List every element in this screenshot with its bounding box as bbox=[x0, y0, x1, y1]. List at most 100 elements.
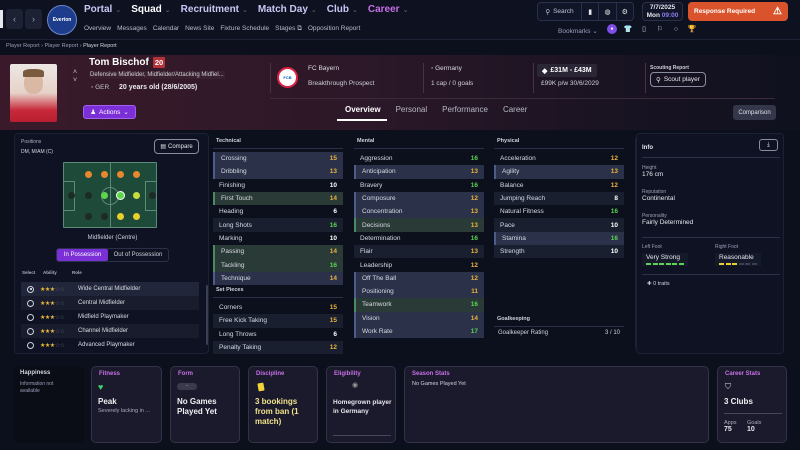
radio-button[interactable] bbox=[27, 341, 34, 349]
career-stats-card[interactable]: Career Stats ⛉ 3 Clubs Apps 75 Goals 10 bbox=[717, 366, 787, 443]
position-dot[interactable] bbox=[117, 213, 124, 220]
attr-off-the-ball[interactable]: Off The Ball 12 bbox=[354, 271, 484, 285]
role-row[interactable]: ★★★☆☆ Advanced Playmaker bbox=[21, 338, 199, 352]
attr-penalty-taking[interactable]: Penalty Taking 12 bbox=[213, 340, 343, 355]
form-card[interactable]: Form - No Games Played Yet bbox=[170, 366, 240, 443]
subnav-messages[interactable]: Messages bbox=[117, 25, 147, 32]
breadcrumb-item[interactable]: Player Report bbox=[6, 43, 40, 49]
attr-aggression[interactable]: Aggression 16 bbox=[360, 155, 478, 163]
attr-acceleration[interactable]: Acceleration 12 bbox=[500, 155, 618, 163]
in-possession-toggle[interactable]: In Possession bbox=[57, 249, 108, 261]
position-dot-selected[interactable] bbox=[116, 191, 125, 200]
position-dot[interactable] bbox=[117, 171, 124, 178]
attr-stamina[interactable]: Stamina 16 bbox=[494, 231, 624, 246]
position-dot[interactable] bbox=[133, 213, 140, 220]
subnav-opposition-report[interactable]: Opposition Report bbox=[307, 25, 361, 32]
attr-agility[interactable]: Agility 13 bbox=[494, 165, 624, 179]
attr-marking[interactable]: Marking 10 bbox=[219, 234, 337, 242]
role-row[interactable]: ★★★☆☆ Central Midfielder bbox=[21, 296, 199, 310]
attr-first-touch[interactable]: First Touch 14 bbox=[213, 191, 343, 206]
nav-club[interactable]: Club ⌄ bbox=[326, 4, 358, 15]
attr-crossing[interactable]: Crossing 15 bbox=[213, 152, 343, 166]
nav-squad[interactable]: Squad ⌄ bbox=[131, 4, 171, 15]
club-crest[interactable]: Everton bbox=[47, 5, 77, 35]
position-dot[interactable] bbox=[101, 213, 108, 220]
attr-long-shots[interactable]: Long Shots 16 bbox=[213, 218, 343, 232]
position-dot[interactable] bbox=[68, 192, 75, 199]
attr-work-rate[interactable]: Work Rate 17 bbox=[354, 324, 484, 339]
comparison-button[interactable]: Comparison bbox=[733, 105, 776, 120]
compare-button[interactable]: ▤ Compare bbox=[154, 139, 199, 154]
subnav-overview[interactable]: Overview bbox=[84, 25, 112, 32]
position-dot[interactable] bbox=[149, 192, 156, 199]
bookmarks-dropdown[interactable]: Bookmarks ⌄ bbox=[558, 28, 598, 35]
nav-career[interactable]: Career ⌄ bbox=[367, 4, 409, 15]
attr-anticipation[interactable]: Anticipation 13 bbox=[354, 165, 484, 179]
happiness-card[interactable]: Happiness Information not available bbox=[14, 366, 84, 443]
attr-composure[interactable]: Composure 12 bbox=[354, 191, 484, 206]
game-date[interactable]: 7/7/2025 Mon 09:00 bbox=[642, 2, 683, 21]
breadcrumb-item[interactable]: Player Report bbox=[44, 43, 79, 49]
eligibility-card[interactable]: Eligibility ◉ Homegrown player in German… bbox=[326, 366, 396, 443]
bookmark-button[interactable]: ▮ bbox=[582, 3, 600, 20]
role-row[interactable]: ★★★☆☆ Midfield Playmaker bbox=[21, 310, 199, 324]
position-dot[interactable] bbox=[85, 192, 92, 199]
clipboard-icon[interactable]: ▯ bbox=[642, 26, 646, 33]
radio-button[interactable] bbox=[27, 313, 34, 321]
position-dot[interactable] bbox=[133, 192, 140, 199]
tab-career[interactable]: Career bbox=[502, 105, 528, 114]
attr-finishing[interactable]: Finishing 10 bbox=[219, 181, 337, 189]
tab-performance[interactable]: Performance bbox=[442, 105, 488, 114]
attr-vision[interactable]: Vision 14 bbox=[354, 311, 484, 325]
attr-natural-fitness[interactable]: Natural Fitness 16 bbox=[500, 208, 618, 216]
attr-dribbling[interactable]: Dribbling 13 bbox=[213, 165, 343, 179]
chevron-down-icon[interactable]: ˅ bbox=[73, 77, 78, 84]
position-dot[interactable] bbox=[133, 171, 140, 178]
attr-technique[interactable]: Technique 14 bbox=[213, 271, 343, 285]
role-row[interactable]: ★★★☆☆ Channel Midfielder bbox=[21, 324, 199, 338]
attr-pace[interactable]: Pace 10 bbox=[494, 218, 624, 232]
attr-leadership[interactable]: Leadership 12 bbox=[360, 261, 478, 269]
refresh-icon[interactable]: ○ bbox=[673, 25, 679, 33]
attr-determination[interactable]: Determination 16 bbox=[360, 234, 478, 242]
traits-button[interactable]: ✚ 0 traits bbox=[647, 281, 670, 287]
attr-passing[interactable]: Passing 14 bbox=[213, 245, 343, 259]
sidebar-handle[interactable] bbox=[0, 10, 3, 28]
search-button[interactable]: ⚲ Search bbox=[538, 3, 582, 20]
hierarchy-icon[interactable]: ⚐ bbox=[656, 26, 664, 33]
subnav-fixture-schedule[interactable]: Fixture Schedule bbox=[220, 25, 270, 32]
subnav-news-site[interactable]: News Site bbox=[185, 25, 215, 32]
radio-button[interactable] bbox=[27, 299, 34, 307]
role-row[interactable]: ★★★☆☆ Wide Central Midfielder bbox=[21, 282, 199, 296]
info-download-button[interactable]: ⤓ bbox=[759, 139, 778, 151]
radio-button[interactable] bbox=[27, 285, 34, 293]
attr-corners[interactable]: Corners 15 bbox=[219, 304, 337, 312]
trophy-icon[interactable]: 🏆 bbox=[687, 26, 697, 33]
chevron-up-icon[interactable]: ˄ bbox=[73, 69, 78, 76]
scout-player-button[interactable]: ⚲ Scout player bbox=[650, 72, 706, 87]
club-name[interactable]: FC Bayern bbox=[308, 65, 340, 72]
attr-jumping-reach[interactable]: Jumping Reach 8 bbox=[494, 191, 624, 206]
attr-decisions[interactable]: Decisions 13 bbox=[354, 218, 484, 232]
idea-button[interactable]: ◍ bbox=[599, 3, 617, 20]
chat-icon[interactable]: ● bbox=[607, 24, 617, 34]
attr-tackling[interactable]: Tackling 16 bbox=[213, 258, 343, 272]
back-button[interactable]: ‹ bbox=[6, 9, 23, 29]
attr-positioning[interactable]: Positioning 11 bbox=[354, 284, 484, 299]
nav-recruitment[interactable]: Recruitment ⌄ bbox=[180, 4, 248, 15]
tab-personal[interactable]: Personal bbox=[395, 105, 428, 114]
forward-button[interactable]: › bbox=[25, 9, 42, 29]
position-dot[interactable] bbox=[85, 171, 92, 178]
position-dot[interactable] bbox=[85, 213, 92, 220]
discipline-card[interactable]: Discipline 3 bookings from ban (1 match) bbox=[248, 366, 318, 443]
out-of-possession-toggle[interactable]: Out of Possession bbox=[113, 252, 163, 258]
roles-scrollbar[interactable] bbox=[206, 285, 208, 345]
attr-strength[interactable]: Strength 10 bbox=[494, 245, 624, 259]
attr-teamwork[interactable]: Teamwork 16 bbox=[354, 298, 484, 312]
radio-button[interactable] bbox=[27, 327, 34, 335]
nation[interactable]: ▪ Germany bbox=[431, 65, 462, 72]
player-switcher[interactable]: ˄ ˅ bbox=[73, 69, 77, 85]
subnav-calendar[interactable]: Calendar bbox=[152, 25, 180, 32]
position-dot[interactable] bbox=[101, 171, 108, 178]
shirt-icon[interactable]: 👕 bbox=[623, 26, 633, 33]
